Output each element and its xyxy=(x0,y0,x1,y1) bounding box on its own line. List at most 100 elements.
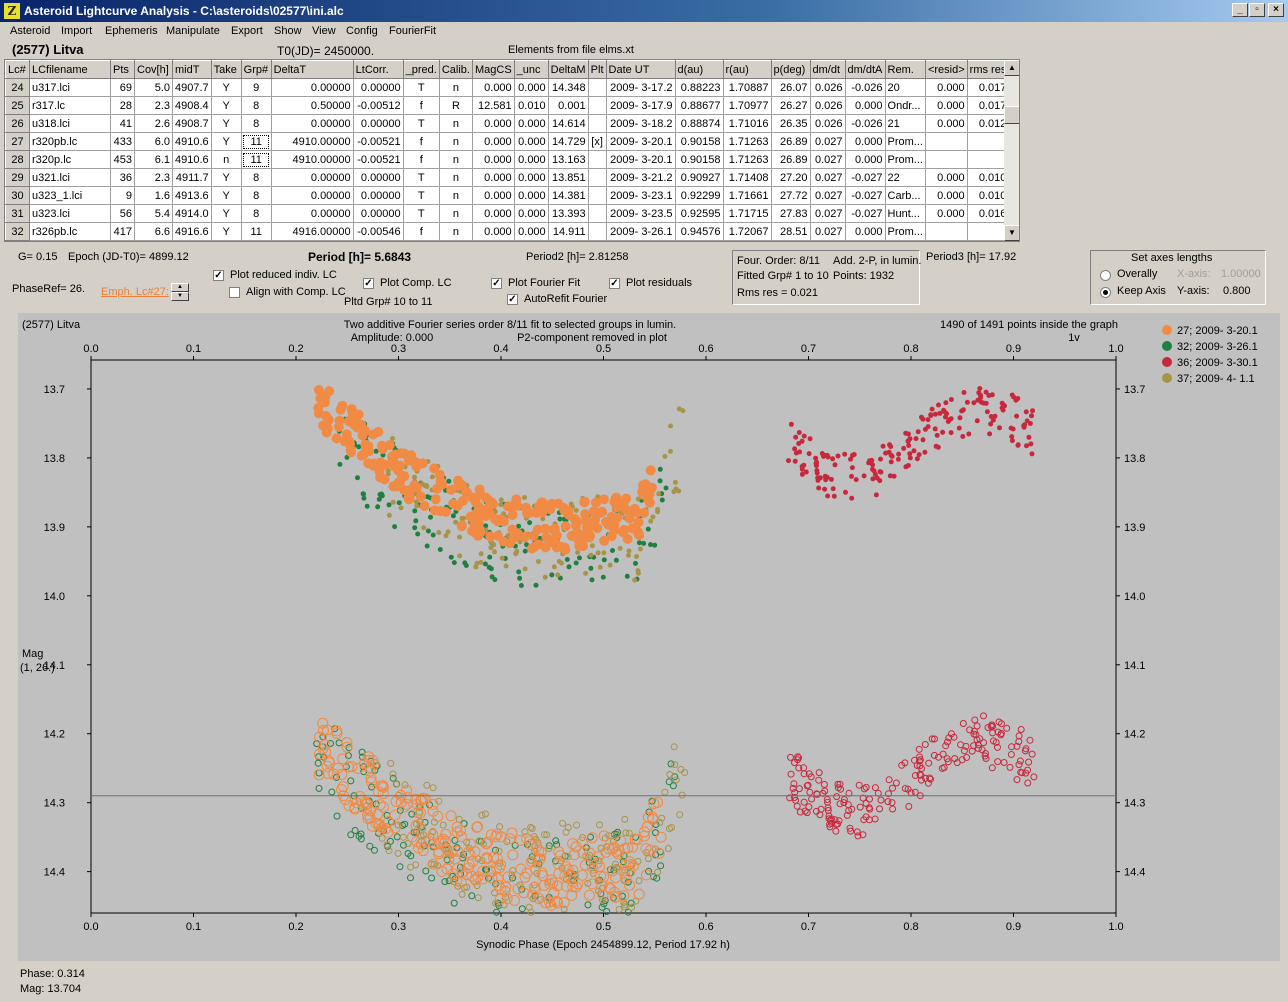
table-cell[interactable]: 0.027 xyxy=(809,132,846,151)
table-cell[interactable]: 0.000 xyxy=(471,78,515,97)
table-cell[interactable]: f xyxy=(402,150,440,169)
table-cell[interactable]: 2.6 xyxy=(134,114,173,133)
table-cell[interactable]: r326pb.lc xyxy=(29,222,111,241)
table-cell[interactable]: Ondr... xyxy=(884,96,926,115)
table-cell[interactable] xyxy=(924,222,968,241)
table-cell[interactable]: 11 xyxy=(240,222,272,241)
maximize-button[interactable]: ▫ xyxy=(1249,3,1265,17)
table-cell[interactable]: 0.00000 xyxy=(352,78,404,97)
table-cell[interactable]: 41 xyxy=(110,114,135,133)
table-cell[interactable]: 1.70977 xyxy=(722,96,772,115)
table-cell[interactable]: 4910.00000 xyxy=(270,132,354,151)
table-cell[interactable]: 31 xyxy=(5,204,30,223)
table-cell[interactable]: 0.000 xyxy=(471,186,515,205)
table-cell[interactable] xyxy=(587,168,607,187)
column-header-18[interactable]: p(deg) xyxy=(770,60,811,79)
table-cell[interactable]: 0.017 xyxy=(966,96,1010,115)
table-cell[interactable]: 0.00000 xyxy=(270,168,354,187)
menu-fourierfit[interactable]: FourierFit xyxy=(389,25,437,37)
table-cell[interactable]: 0.90927 xyxy=(674,168,724,187)
table-cell[interactable]: 2009- 3-20.1 xyxy=(605,132,676,151)
table-cell[interactable]: 0.90158 xyxy=(674,150,724,169)
table-cell[interactable]: 25 xyxy=(5,96,30,115)
table-cell[interactable]: 0.00000 xyxy=(352,204,404,223)
spin-up-icon[interactable]: ▲ xyxy=(171,283,189,292)
table-cell[interactable]: 1.71016 xyxy=(722,114,772,133)
table-cell[interactable]: Y xyxy=(210,186,242,205)
plot-fourier-checkbox[interactable]: ✓ xyxy=(491,278,502,289)
table-cell[interactable]: 27.20 xyxy=(770,168,811,187)
keep-axis-radio[interactable] xyxy=(1100,287,1111,298)
table-cell[interactable]: 4913.6 xyxy=(172,186,212,205)
column-header-17[interactable]: r(au) xyxy=(722,60,772,79)
menu-asteroid[interactable]: Asteroid xyxy=(10,25,51,37)
table-cell[interactable]: 0.000 xyxy=(471,204,515,223)
table-cell[interactable]: 21 xyxy=(884,114,926,133)
table-cell[interactable]: r320p.lc xyxy=(29,150,111,169)
table-row[interactable]: 32 r326pb.lc 417 6.6 4916.6 Y 11 4916.00000 -0.0… xyxy=(5,222,1010,241)
table-cell[interactable]: 0.88874 xyxy=(674,114,724,133)
table-cell[interactable]: 4910.6 xyxy=(172,150,212,169)
column-header-7[interactable]: DeltaT xyxy=(270,60,354,79)
table-cell[interactable]: 32 xyxy=(5,222,30,241)
table-cell[interactable]: 0.000 xyxy=(844,150,886,169)
table-cell[interactable]: 4910.00000 xyxy=(270,150,354,169)
table-cell[interactable]: Y xyxy=(210,114,242,133)
table-cell[interactable]: 0.000 xyxy=(924,186,968,205)
table-cell[interactable]: 28.51 xyxy=(770,222,811,241)
table-cell[interactable]: u323.lci xyxy=(29,204,111,223)
table-cell[interactable]: 0.50000 xyxy=(270,96,354,115)
table-cell[interactable]: Y xyxy=(210,132,242,151)
table-cell[interactable]: 14.911 xyxy=(547,222,589,241)
table-cell[interactable]: 2009- 3-18.2 xyxy=(605,114,676,133)
table-row[interactable]: 27 r320pb.lc 433 6.0 4910.6 Y 11 4910.00000 -0.0… xyxy=(5,132,1010,151)
table-cell[interactable]: f xyxy=(402,96,440,115)
lightcurve-plot[interactable]: 0.0 0.0 0.1 0.1 0.2 0.2 0.3 0.3 0.4 0.4 0.5 0.5 0.6 0… xyxy=(18,313,1280,961)
table-cell[interactable]: n xyxy=(438,186,473,205)
table-cell[interactable]: 28 xyxy=(5,150,30,169)
table-cell[interactable]: 4916.00000 xyxy=(270,222,354,241)
table-cell[interactable]: 0.00000 xyxy=(270,186,354,205)
table-cell[interactable]: 1.70887 xyxy=(722,78,772,97)
table-cell[interactable]: 453 xyxy=(110,150,135,169)
table-cell[interactable]: Prom... xyxy=(884,150,926,169)
table-cell[interactable] xyxy=(924,150,968,169)
plot-reduced-checkbox[interactable]: ✓ xyxy=(213,270,224,281)
table-cell[interactable] xyxy=(587,96,607,115)
table-cell[interactable]: 9 xyxy=(240,78,272,97)
table-cell[interactable]: 20 xyxy=(884,78,926,97)
table-cell[interactable]: 0.026 xyxy=(809,114,846,133)
column-header-12[interactable]: _unc xyxy=(513,60,549,79)
table-cell[interactable]: 30 xyxy=(5,186,30,205)
table-cell[interactable]: 24 xyxy=(5,78,30,97)
table-cell[interactable]: 0.000 xyxy=(513,78,549,97)
table-cell[interactable]: 13.851 xyxy=(547,168,589,187)
table-cell[interactable]: 0.000 xyxy=(844,222,886,241)
table-cell[interactable]: Carb... xyxy=(884,186,926,205)
table-cell[interactable]: 0.000 xyxy=(471,150,515,169)
table-cell[interactable]: 0.000 xyxy=(513,204,549,223)
table-cell[interactable]: 417 xyxy=(110,222,135,241)
menu-export[interactable]: Export xyxy=(231,25,263,37)
table-cell[interactable]: 1.71263 xyxy=(722,150,772,169)
column-header-6[interactable]: Grp# xyxy=(240,60,272,79)
table-scrollbar[interactable]: ▲ ▼ xyxy=(1004,60,1019,241)
table-cell[interactable]: 1.71408 xyxy=(722,168,772,187)
table-cell[interactable]: 0.000 xyxy=(924,168,968,187)
table-cell[interactable] xyxy=(924,132,968,151)
menu-view[interactable]: View xyxy=(312,25,336,37)
table-cell[interactable]: 0.000 xyxy=(513,114,549,133)
column-header-14[interactable]: Plt xyxy=(587,60,607,79)
table-cell[interactable]: 0.026 xyxy=(809,78,846,97)
table-cell[interactable]: 8 xyxy=(240,168,272,187)
table-cell[interactable]: 8 xyxy=(240,204,272,223)
table-cell[interactable]: 0.000 xyxy=(513,186,549,205)
table-cell[interactable]: 433 xyxy=(110,132,135,151)
table-cell[interactable]: -0.00521 xyxy=(352,150,404,169)
table-cell[interactable]: u317.lci xyxy=(29,78,111,97)
column-header-9[interactable]: _pred. xyxy=(402,60,440,79)
table-cell[interactable]: 14.729 xyxy=(547,132,589,151)
column-header-16[interactable]: d(au) xyxy=(674,60,724,79)
